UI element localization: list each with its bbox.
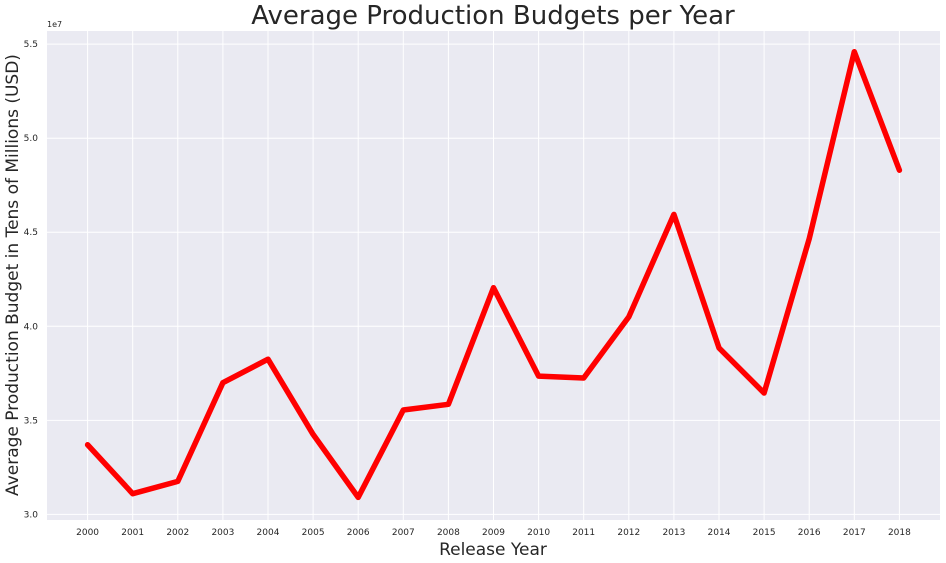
x-tick-label: 2000 xyxy=(76,528,99,538)
series-lines xyxy=(84,48,903,501)
x-tick-label: 2007 xyxy=(392,528,415,538)
x-tick-label: 2006 xyxy=(347,528,370,538)
x-tick-label: 2008 xyxy=(437,528,460,538)
y-tick-label: 3.5 xyxy=(24,416,38,426)
x-tick-label: 2012 xyxy=(617,528,640,538)
y-tick-label: 5.5 xyxy=(24,40,38,50)
x-tick-label: 2017 xyxy=(843,528,866,538)
grid xyxy=(47,31,940,520)
y-offset-label: 1e7 xyxy=(47,20,62,29)
x-tick-label: 2015 xyxy=(753,528,776,538)
y-tick-label: 5.0 xyxy=(24,134,39,144)
x-tick-label: 2010 xyxy=(527,528,550,538)
x-tick-label: 2005 xyxy=(302,528,325,538)
y-axis-label: Average Production Budget in Tens of Mil… xyxy=(3,54,23,496)
y-tick-label: 4.0 xyxy=(24,322,39,332)
x-tick-label: 2011 xyxy=(572,528,595,538)
x-axis-label: Release Year xyxy=(439,540,547,560)
y-tick-labels: 3.0 3.5 4.0 4.5 5.0 5.5 xyxy=(24,40,39,520)
x-tick-label: 2003 xyxy=(211,528,234,538)
y-tick-label: 4.5 xyxy=(24,228,38,238)
x-tick-label: 2016 xyxy=(798,528,821,538)
x-tick-label: 2001 xyxy=(121,528,144,538)
x-tick-labels: 2000 2001 2002 2003 2004 2005 2006 2007 2008 2009… xyxy=(76,528,911,538)
x-tick-label: 2004 xyxy=(257,528,280,538)
x-tick-label: 2018 xyxy=(888,528,911,538)
chart-title: Average Production Budgets per Year xyxy=(251,1,735,31)
x-tick-label: 2014 xyxy=(708,528,731,538)
x-tick-label: 2013 xyxy=(662,528,685,538)
y-tick-label: 3.0 xyxy=(24,510,39,520)
x-tick-label: 2009 xyxy=(482,528,505,538)
x-tick-label: 2002 xyxy=(166,528,189,538)
